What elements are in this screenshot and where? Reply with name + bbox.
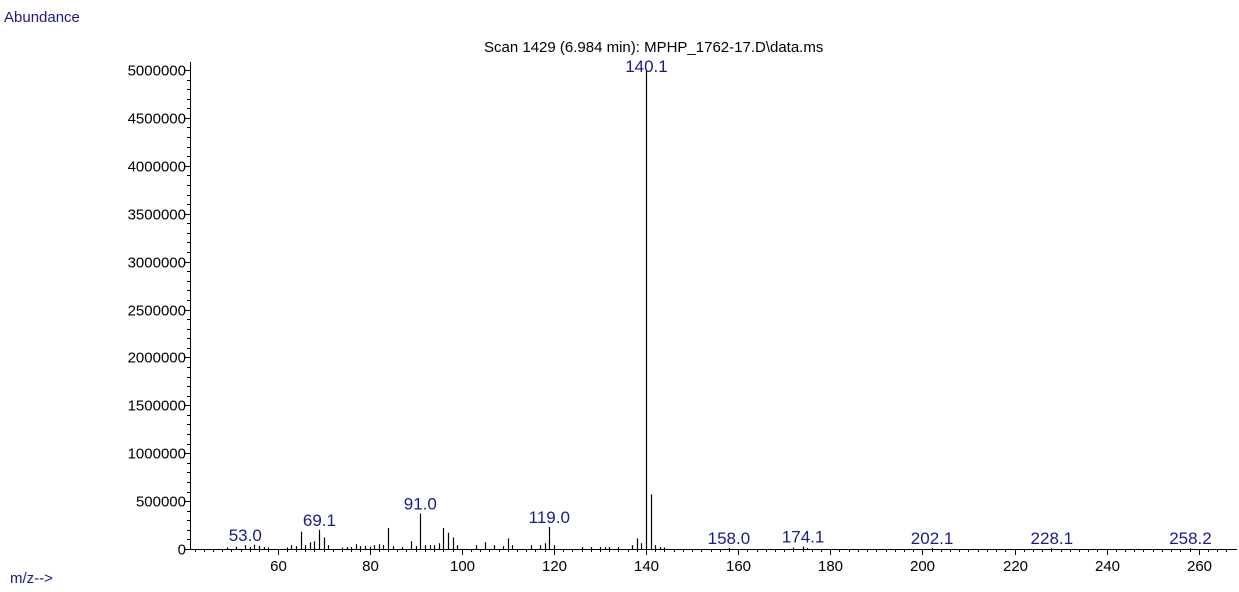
y-tick-label: 0 [178,542,186,559]
peak-label: 140.1 [625,57,668,76]
x-tick-label: 160 [726,558,751,575]
peaks-layer [226,70,1192,549]
x-tick-label: 180 [818,558,843,575]
y-tick-label: 500000 [136,494,186,511]
y-axis-label: Abundance [4,9,80,26]
chart-title: Scan 1429 (6.984 min): MPHP_1762-17.D\da… [484,39,823,56]
y-tick-label: 4500000 [128,111,186,128]
x-tick-label: 240 [1095,558,1120,575]
peak-labels-layer: 53.0 69.1 91.0 119.0 140.1 158.0 174.1 202.1 228… [229,57,1212,548]
peak-label: 174.1 [782,528,825,547]
y-tick-label: 2000000 [128,350,186,367]
x-tick-label: 140 [634,558,659,575]
ticks-layer: 0 500000 1000000 1500000 2000000 2500000 30000… [128,63,1227,575]
axes-layer [190,62,1237,550]
peak-label: 91.0 [404,495,437,514]
x-tick-label: 220 [1003,558,1028,575]
x-tick-label: 60 [270,558,287,575]
peak-label: 119.0 [529,508,570,527]
peak-label: 258.2 [1169,529,1212,548]
y-tick-label: 3000000 [128,255,186,272]
peak-label: 202.1 [911,529,954,548]
x-tick-label: 100 [450,558,475,575]
y-tick-label: 5000000 [128,63,186,80]
x-tick-label: 260 [1187,558,1212,575]
y-tick-label: 2500000 [128,303,186,320]
x-tick-label: 200 [910,558,935,575]
peak-label: 53.0 [229,526,262,545]
x-tick-label: 120 [542,558,567,575]
y-tick-label: 4000000 [128,159,186,176]
peak-label: 69.1 [303,511,336,530]
peak-label: 228.1 [1031,529,1074,548]
y-tick-label: 3500000 [128,207,186,224]
x-tick-label: 80 [362,558,379,575]
x-axis-label: m/z--> [10,570,53,587]
y-tick-label: 1500000 [128,398,186,415]
y-tick-label: 1000000 [128,446,186,463]
peak-label: 158.0 [708,529,751,548]
